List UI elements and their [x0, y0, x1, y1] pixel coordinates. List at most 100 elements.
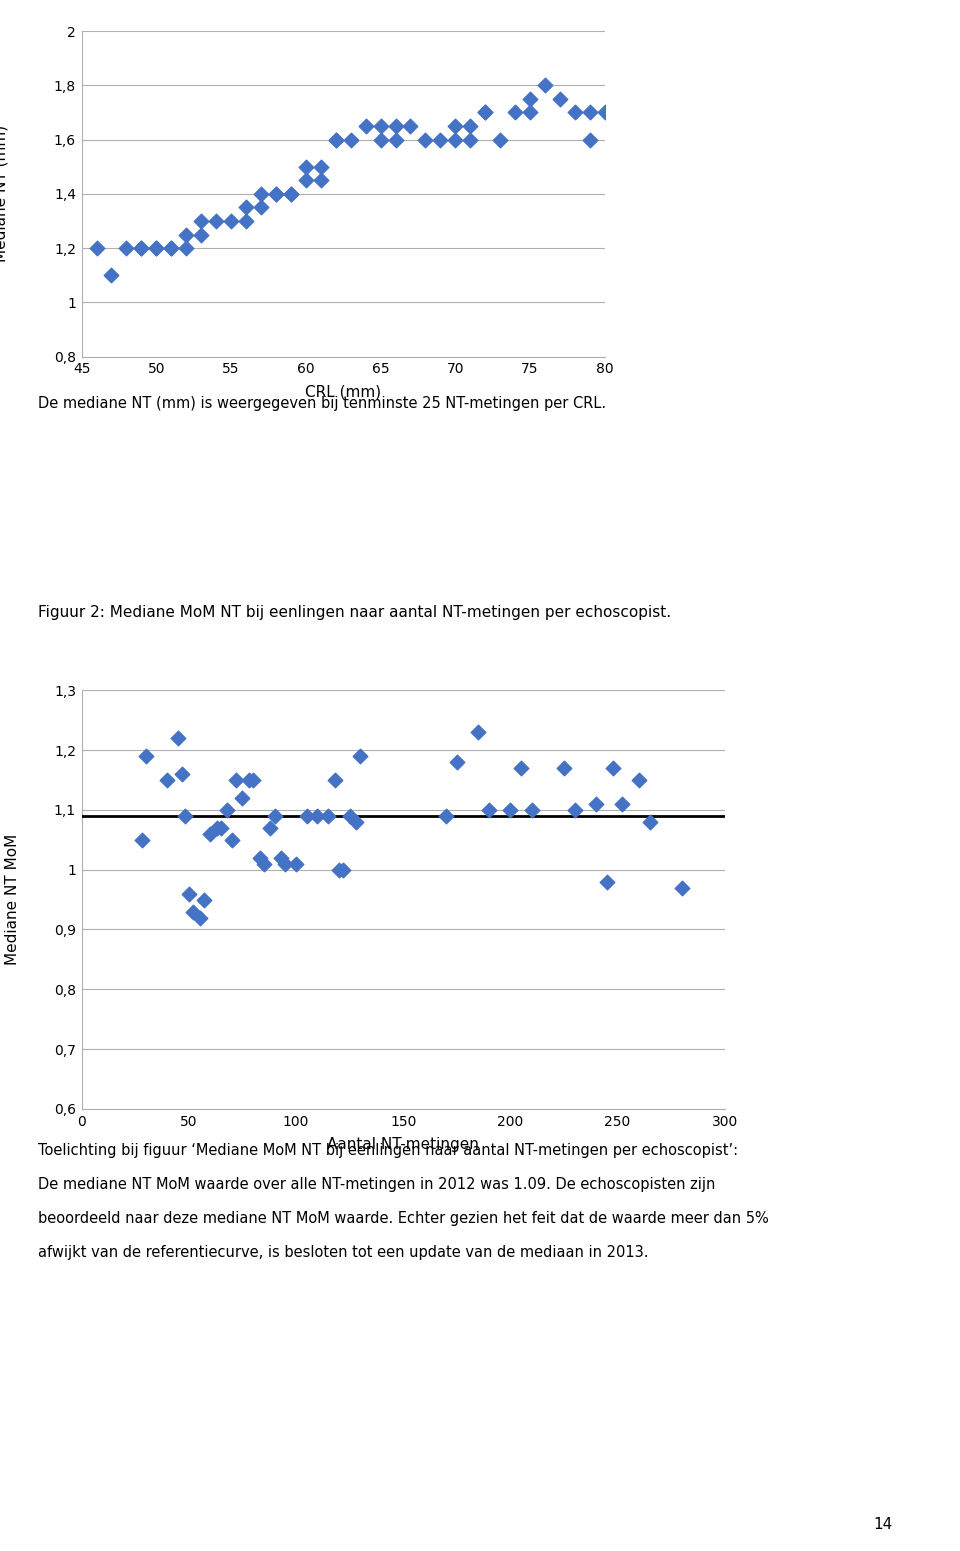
- Point: [514, 755, 529, 780]
- Point: [253, 195, 269, 220]
- Point: [557, 755, 572, 780]
- Point: [313, 168, 328, 192]
- Point: [310, 803, 325, 828]
- Point: [538, 73, 553, 98]
- X-axis label: CRL (mm): CRL (mm): [305, 385, 381, 400]
- Point: [372, 127, 388, 152]
- Point: [181, 881, 197, 906]
- Point: [179, 236, 194, 261]
- Point: [567, 99, 583, 126]
- Point: [241, 768, 256, 793]
- Point: [522, 87, 538, 112]
- Point: [503, 797, 518, 822]
- Point: [321, 803, 336, 828]
- Point: [185, 900, 201, 924]
- Point: [470, 720, 486, 744]
- Point: [163, 236, 179, 261]
- Point: [179, 222, 194, 247]
- Point: [299, 168, 314, 192]
- Point: [614, 791, 630, 816]
- Point: [133, 236, 149, 261]
- Point: [327, 768, 343, 793]
- Point: [256, 851, 272, 876]
- Point: [283, 181, 299, 206]
- Point: [171, 726, 186, 751]
- Point: [433, 127, 448, 152]
- Point: [194, 208, 209, 233]
- Text: Figuur 2: Mediane MoM NT bij eenlingen naar aantal NT-metingen per echoscopist.: Figuur 2: Mediane MoM NT bij eenlingen n…: [38, 605, 672, 620]
- Point: [208, 208, 224, 233]
- X-axis label: Aantal NT-metingen: Aantal NT-metingen: [327, 1137, 479, 1152]
- Text: afwijkt van de referentiecurve, is besloten tot een update van de mediaan in 201: afwijkt van de referentiecurve, is beslo…: [38, 1245, 649, 1261]
- Point: [597, 99, 612, 126]
- Point: [228, 768, 244, 793]
- Point: [224, 827, 239, 851]
- Point: [194, 222, 209, 247]
- Point: [522, 99, 538, 126]
- Point: [328, 127, 344, 152]
- Point: [328, 127, 344, 152]
- Point: [149, 236, 164, 261]
- Point: [508, 99, 523, 126]
- Point: [632, 768, 647, 793]
- Point: [463, 127, 478, 152]
- Point: [196, 887, 211, 912]
- Point: [177, 803, 192, 828]
- Point: [149, 236, 164, 261]
- Text: 14: 14: [874, 1517, 893, 1532]
- Point: [268, 181, 283, 206]
- Point: [372, 113, 388, 138]
- Point: [524, 797, 540, 822]
- Point: [567, 797, 583, 822]
- Text: De mediane NT (mm) is weergegeven bij tenminste 25 NT-metingen per CRL.: De mediane NT (mm) is weergegeven bij te…: [38, 396, 607, 411]
- Point: [209, 816, 225, 841]
- Point: [342, 803, 357, 828]
- Point: [252, 845, 267, 870]
- Point: [246, 768, 261, 793]
- Point: [481, 797, 496, 822]
- Point: [300, 803, 315, 828]
- Point: [674, 875, 689, 900]
- Point: [582, 99, 597, 126]
- Point: [235, 785, 251, 810]
- Point: [599, 869, 614, 893]
- Point: [203, 822, 218, 847]
- Point: [348, 810, 364, 834]
- Point: [238, 195, 253, 220]
- Point: [104, 262, 119, 288]
- Point: [477, 99, 492, 126]
- Point: [642, 810, 658, 834]
- Text: De mediane NT MoM waarde over alle NT-metingen in 2012 was 1.09. De echoscopiste: De mediane NT MoM waarde over alle NT-me…: [38, 1177, 716, 1193]
- Point: [418, 127, 433, 152]
- Point: [313, 155, 328, 180]
- Point: [192, 906, 207, 931]
- Point: [299, 155, 314, 180]
- Point: [492, 127, 508, 152]
- Point: [447, 127, 463, 152]
- Point: [288, 851, 303, 876]
- Point: [238, 208, 253, 233]
- Point: [388, 113, 403, 138]
- Point: [263, 816, 278, 841]
- Point: [163, 236, 179, 261]
- Point: [477, 99, 492, 126]
- Point: [588, 791, 604, 816]
- Point: [268, 181, 283, 206]
- Y-axis label: Mediane NT (mm): Mediane NT (mm): [0, 126, 9, 262]
- Point: [119, 236, 134, 261]
- Point: [277, 851, 293, 876]
- Text: beoordeeld naar deze mediane NT MoM waarde. Echter gezien het feit dat de waarde: beoordeeld naar deze mediane NT MoM waar…: [38, 1211, 769, 1227]
- Point: [283, 181, 299, 206]
- Point: [552, 87, 567, 112]
- Y-axis label: Mediane NT MoM: Mediane NT MoM: [6, 834, 20, 965]
- Point: [403, 113, 419, 138]
- Point: [388, 127, 403, 152]
- Point: [352, 743, 368, 768]
- Point: [582, 127, 597, 152]
- Text: Toelichting bij figuur ‘Mediane MoM NT bij eenlingen naar aantal NT-metingen per: Toelichting bij figuur ‘Mediane MoM NT b…: [38, 1143, 738, 1159]
- Point: [220, 797, 235, 822]
- Point: [133, 236, 149, 261]
- Point: [224, 208, 239, 233]
- Point: [606, 755, 621, 780]
- Point: [463, 113, 478, 138]
